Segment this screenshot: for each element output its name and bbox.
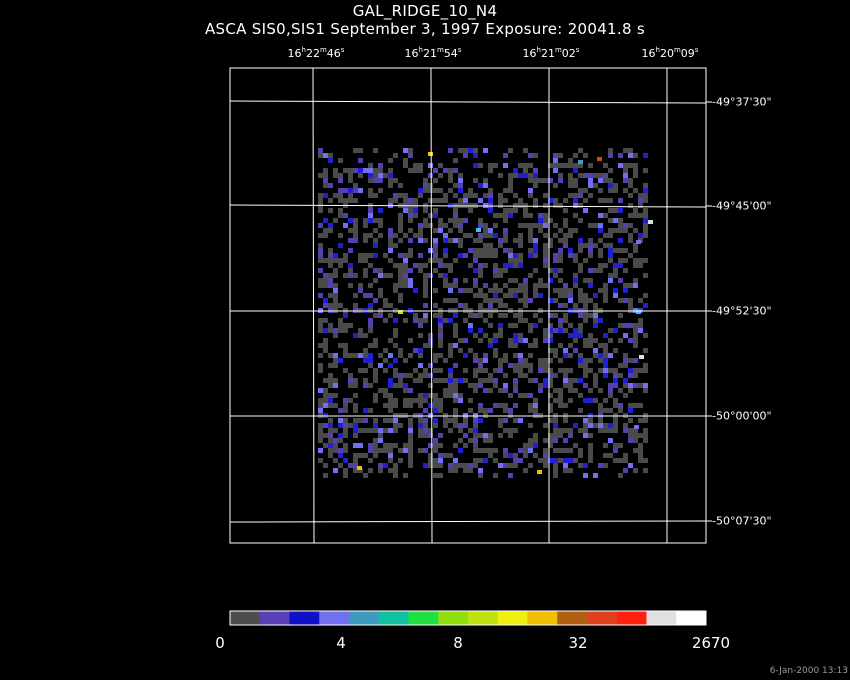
colorbar-label: 8 <box>453 634 463 652</box>
coordinate-grid <box>229 67 712 544</box>
dec-label: -49°37'30" <box>712 95 772 109</box>
colorbar-swatch <box>289 611 320 625</box>
colorbar-label: 0 <box>215 634 225 652</box>
colorbar-swatch <box>557 611 588 625</box>
ra-gridline <box>430 67 433 544</box>
dec-label: -49°52'30" <box>712 304 772 318</box>
ra-label: 16h20m09s <box>641 46 699 60</box>
colorbar-swatch <box>676 611 707 625</box>
dec-label: -50°00'00" <box>712 409 772 423</box>
observation-subtitle: ASCA SIS0,SIS1 September 3, 1997 Exposur… <box>204 20 646 38</box>
dec-gridline <box>229 204 707 208</box>
colorbar-swatch <box>616 611 647 625</box>
colorbar-label: 32 <box>568 634 588 652</box>
ra-label: 16h21m54s <box>404 46 462 60</box>
colorbar-swatch <box>349 611 380 625</box>
colorbar-swatch <box>259 611 290 625</box>
colorbar-swatch <box>230 611 261 625</box>
color-scale-bar <box>230 611 707 625</box>
image-title: GAL_RIDGE_10_N4 <box>352 2 498 20</box>
colorbar-label: 2670 <box>691 634 731 652</box>
colorbar-swatch <box>319 611 350 625</box>
colorbar-swatch <box>587 611 618 625</box>
colorbar-swatch <box>468 611 499 625</box>
ra-label: 16h21m02s <box>522 46 580 60</box>
dec-gridline <box>229 100 707 104</box>
ra-gridline <box>312 67 315 544</box>
dec-gridline <box>229 520 707 523</box>
colorbar-swatch <box>527 611 558 625</box>
colorbar-frame <box>229 610 707 626</box>
ra-label: 16h22m46s <box>287 46 345 60</box>
timestamp: 6-Jan-2000 13:13 <box>769 666 848 676</box>
dec-label: -49°45'00" <box>712 199 772 213</box>
colorbar-swatch <box>408 611 439 625</box>
xray-count-map <box>318 148 653 478</box>
colorbar-label: 4 <box>336 634 346 652</box>
colorbar-swatch <box>646 611 677 625</box>
colorbar-swatch <box>497 611 528 625</box>
colorbar-swatch <box>438 611 469 625</box>
plot-frame <box>229 67 707 544</box>
colorbar-swatch <box>378 611 409 625</box>
dec-label: -50°07'30" <box>712 514 772 528</box>
